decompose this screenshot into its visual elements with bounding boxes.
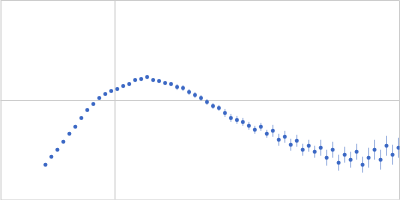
point <box>289 143 293 147</box>
point <box>373 148 377 152</box>
frame <box>1 0 400 1</box>
point <box>115 87 119 91</box>
point <box>343 153 347 157</box>
point <box>259 125 263 129</box>
point <box>127 82 131 86</box>
frame <box>399 1 400 200</box>
point <box>265 132 269 136</box>
points <box>43 75 399 173</box>
plot <box>1 1 400 200</box>
point <box>157 79 161 83</box>
point <box>103 92 107 96</box>
point <box>247 124 251 128</box>
point <box>295 139 299 143</box>
grid-line <box>1 100 400 101</box>
point <box>367 156 371 160</box>
point <box>139 77 143 81</box>
point <box>396 146 399 150</box>
point <box>235 118 239 122</box>
point <box>151 78 155 82</box>
point <box>43 163 47 167</box>
point <box>301 148 305 152</box>
point <box>229 116 233 120</box>
point <box>307 144 311 148</box>
point <box>187 90 191 94</box>
point <box>325 156 329 160</box>
y-axis <box>1 1 400 200</box>
chart <box>0 0 400 200</box>
point <box>253 128 257 132</box>
point <box>169 82 173 86</box>
point <box>277 138 281 142</box>
point <box>223 111 227 115</box>
point <box>379 158 383 162</box>
point <box>313 150 317 154</box>
point <box>97 96 101 100</box>
point <box>163 81 167 85</box>
point <box>49 155 53 159</box>
point <box>331 148 335 152</box>
point <box>199 96 203 100</box>
point <box>337 161 341 165</box>
point <box>175 85 179 89</box>
point <box>361 163 365 167</box>
point <box>205 100 209 104</box>
point <box>211 104 215 108</box>
point <box>241 120 245 124</box>
point <box>271 129 275 133</box>
point <box>349 158 353 162</box>
point <box>391 153 395 157</box>
point <box>145 75 149 79</box>
point <box>133 78 137 82</box>
point <box>283 135 287 139</box>
point <box>121 84 125 88</box>
point <box>355 150 359 154</box>
tick <box>1 100 400 101</box>
point <box>55 148 59 152</box>
point <box>79 116 83 120</box>
point <box>385 144 389 148</box>
point <box>91 102 95 106</box>
x-axis <box>1 1 400 200</box>
point <box>61 140 65 144</box>
point <box>67 132 71 136</box>
point <box>73 125 77 129</box>
point <box>109 89 113 93</box>
point <box>319 146 323 150</box>
point <box>181 86 185 90</box>
point <box>85 108 89 112</box>
point <box>217 106 221 110</box>
point <box>193 93 197 97</box>
